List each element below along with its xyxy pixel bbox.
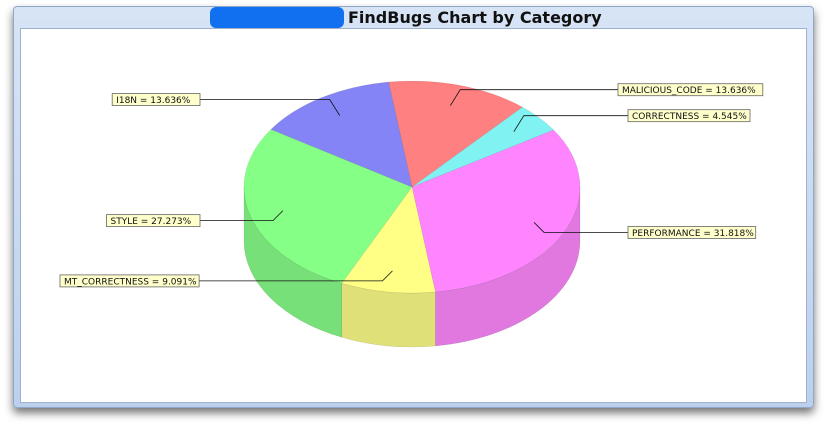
pie-top [243, 80, 581, 294]
slice-side-mt-correctness [341, 282, 436, 348]
label-box [627, 226, 757, 239]
slice-side-style [243, 186, 342, 338]
leader-line [533, 222, 628, 233]
leader-line [449, 89, 618, 106]
label-box [617, 83, 764, 97]
label-box [627, 109, 751, 123]
leader-line [513, 115, 628, 132]
slice-label-style: STYLE = 27.273% [106, 210, 284, 228]
slice-label-mt-correctness: MT_CORRECTNESS = 9.091% [59, 270, 393, 288]
label-text: MT_CORRECTNESS = 9.091% [64, 277, 197, 287]
leader-line [199, 270, 393, 282]
leader-line [200, 210, 284, 222]
label-text: MALICIOUS_CODE = 13.636% [622, 86, 756, 96]
slice-correctness[interactable] [411, 106, 555, 188]
leader-line [200, 99, 341, 116]
slice-label-performance: PERFORMANCE = 31.818% [533, 222, 757, 239]
label-text: I18N = 13.636% [116, 96, 191, 106]
label-box [59, 274, 200, 288]
label-text: STYLE = 27.273% [111, 217, 192, 227]
label-box [111, 93, 201, 106]
label-box [106, 214, 201, 228]
slice-label-malicious-code: MALICIOUS_CODE = 13.636% [449, 83, 764, 106]
pie-sides [243, 186, 581, 348]
slice-label-i18n: I18N = 13.636% [111, 93, 341, 116]
title-highlight [210, 7, 344, 28]
slice-mt-correctness[interactable] [341, 186, 436, 294]
label-text: CORRECTNESS = 4.545% [632, 112, 747, 122]
pie-labels: MALICIOUS_CODE = 13.636% CORRECTNESS = 4.… [59, 83, 764, 288]
slice-performance[interactable] [411, 129, 581, 293]
slice-style[interactable] [243, 129, 413, 284]
label-text: PERFORMANCE = 31.818% [632, 229, 754, 239]
slice-malicious-code[interactable] [388, 80, 523, 188]
slice-i18n[interactable] [270, 81, 413, 188]
slice-label-correctness: CORRECTNESS = 4.545% [513, 109, 751, 132]
chart-title: FindBugs Chart by Category [348, 8, 602, 27]
